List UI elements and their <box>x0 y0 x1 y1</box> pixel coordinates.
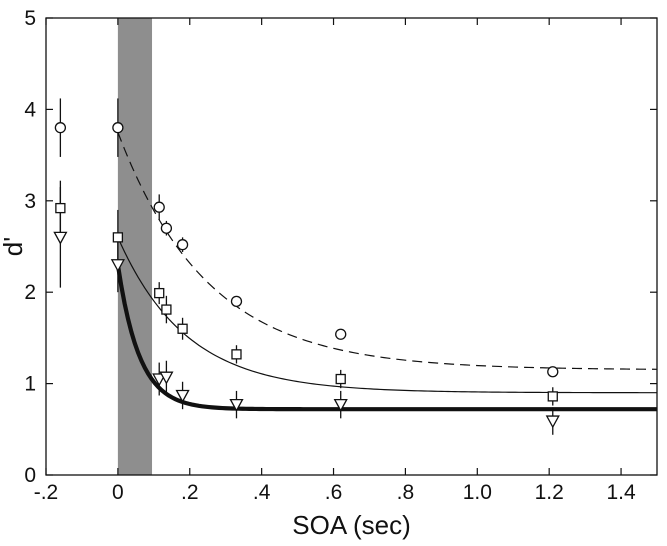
shaded-region <box>117 18 153 475</box>
data-point-circle <box>160 222 173 234</box>
data-point-triangle <box>229 398 244 412</box>
data-point-square <box>231 349 242 360</box>
y-tick-label: 0 <box>24 464 36 487</box>
x-tick-label: 1.0 <box>463 481 492 504</box>
fit-curve-circle <box>117 132 658 370</box>
data-point-square <box>112 232 124 243</box>
fit-curve-triangle-down <box>115 264 657 412</box>
y-tick-label: 1 <box>24 373 36 396</box>
y-tick-label: 2 <box>24 281 36 304</box>
y-tick-label: 3 <box>24 190 36 213</box>
data-point-circle <box>335 328 347 340</box>
data-point-circle <box>547 366 559 378</box>
x-tick-label: 1.2 <box>535 481 564 504</box>
x-tick-label: .4 <box>253 481 271 504</box>
data-point-square <box>161 304 172 315</box>
data-point-triangle <box>159 371 174 385</box>
x-tick-label: 0 <box>112 481 124 504</box>
plot-frame <box>45 17 658 476</box>
y-axis-label: d' <box>0 237 28 256</box>
y-tick-label: 4 <box>24 98 36 121</box>
data-point-square <box>55 202 66 214</box>
data-point-square <box>547 391 558 402</box>
data-point-circle <box>176 239 189 251</box>
data-point-circle <box>54 122 67 134</box>
fit-curve-square <box>117 237 657 394</box>
data-point-square <box>335 373 346 385</box>
data-point-square <box>154 287 165 299</box>
data-point-triangle <box>110 259 125 273</box>
data-point-triangle <box>333 398 348 412</box>
fit-curves-layer <box>115 132 658 412</box>
x-tick-label: .2 <box>181 481 199 504</box>
x-tick-label: .6 <box>325 481 343 504</box>
data-point-circle <box>153 201 165 213</box>
x-tick-label: -.2 <box>34 481 59 504</box>
y-tick-label: 5 <box>24 7 36 30</box>
data-point-triangle <box>175 389 190 403</box>
data-point-triangle <box>545 415 560 429</box>
x-axis-label: SOA (sec) <box>292 510 410 540</box>
x-tick-label: 1.4 <box>606 481 636 504</box>
data-point-square <box>177 323 188 334</box>
data-point-circle <box>230 295 243 307</box>
markers-layer <box>53 122 560 429</box>
data-point-triangle <box>53 231 68 245</box>
data-point-circle <box>112 122 124 134</box>
shaded-region-layer <box>117 18 153 475</box>
x-tick-label: .8 <box>397 481 415 504</box>
